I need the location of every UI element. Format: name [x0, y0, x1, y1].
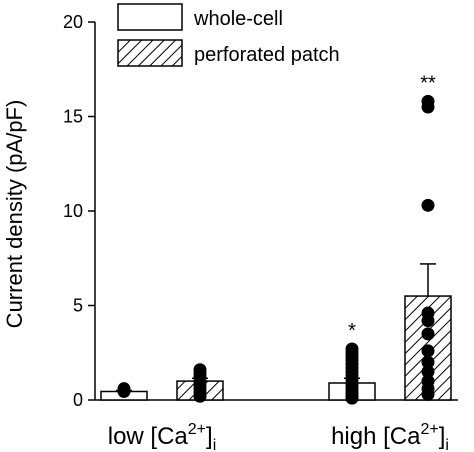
data-point [421, 365, 435, 379]
data-point [421, 374, 435, 388]
data-point [421, 94, 435, 108]
x-group-label-bracket: ] [206, 423, 213, 450]
y-axis-label: Current density (pA/pF) [2, 100, 27, 329]
data-point [193, 363, 207, 377]
significance-marker: * [348, 320, 356, 342]
x-group-label-text: high [Ca [331, 423, 421, 450]
bars-layer [100, 263, 452, 401]
data-point [421, 327, 435, 341]
x-group-label-bracket: ] [439, 423, 446, 450]
legend-swatch-perforated-patch [117, 39, 183, 67]
data-point [421, 355, 435, 369]
data-point [345, 342, 359, 356]
data-point [421, 198, 435, 212]
legend-swatch-whole-cell [117, 3, 183, 31]
legend-layer: whole-cell perforated patch [117, 3, 340, 67]
x-group-label: high [Ca2+]i [331, 421, 449, 452]
points-layer [117, 94, 435, 405]
data-point [117, 382, 131, 396]
data-point [421, 306, 435, 320]
x-group-label-text: low [Ca [108, 423, 189, 450]
x-group-label-subscript: i [213, 437, 217, 452]
data-point [421, 344, 435, 358]
labels-layer: ***low [Ca2+]i high [Ca2+]i [108, 72, 449, 452]
x-group-label: low [Ca2+]i [108, 421, 217, 452]
y-tick-label: 15 [63, 107, 83, 127]
x-group-label-superscript: 2+ [188, 421, 206, 438]
x-group-label-subscript: i [445, 437, 449, 452]
y-tick-label: 10 [63, 201, 83, 221]
significance-marker: ** [420, 72, 436, 94]
y-tick-label: 0 [73, 390, 83, 410]
y-tick-label: 20 [63, 12, 83, 32]
y-tick-label: 5 [73, 296, 83, 316]
axes-layer: 0 5 10 15 20 Current density (pA/pF) [2, 12, 458, 410]
x-group-label-superscript: 2+ [420, 421, 438, 438]
legend-label: whole-cell [193, 8, 283, 30]
legend-label: perforated patch [194, 44, 340, 66]
